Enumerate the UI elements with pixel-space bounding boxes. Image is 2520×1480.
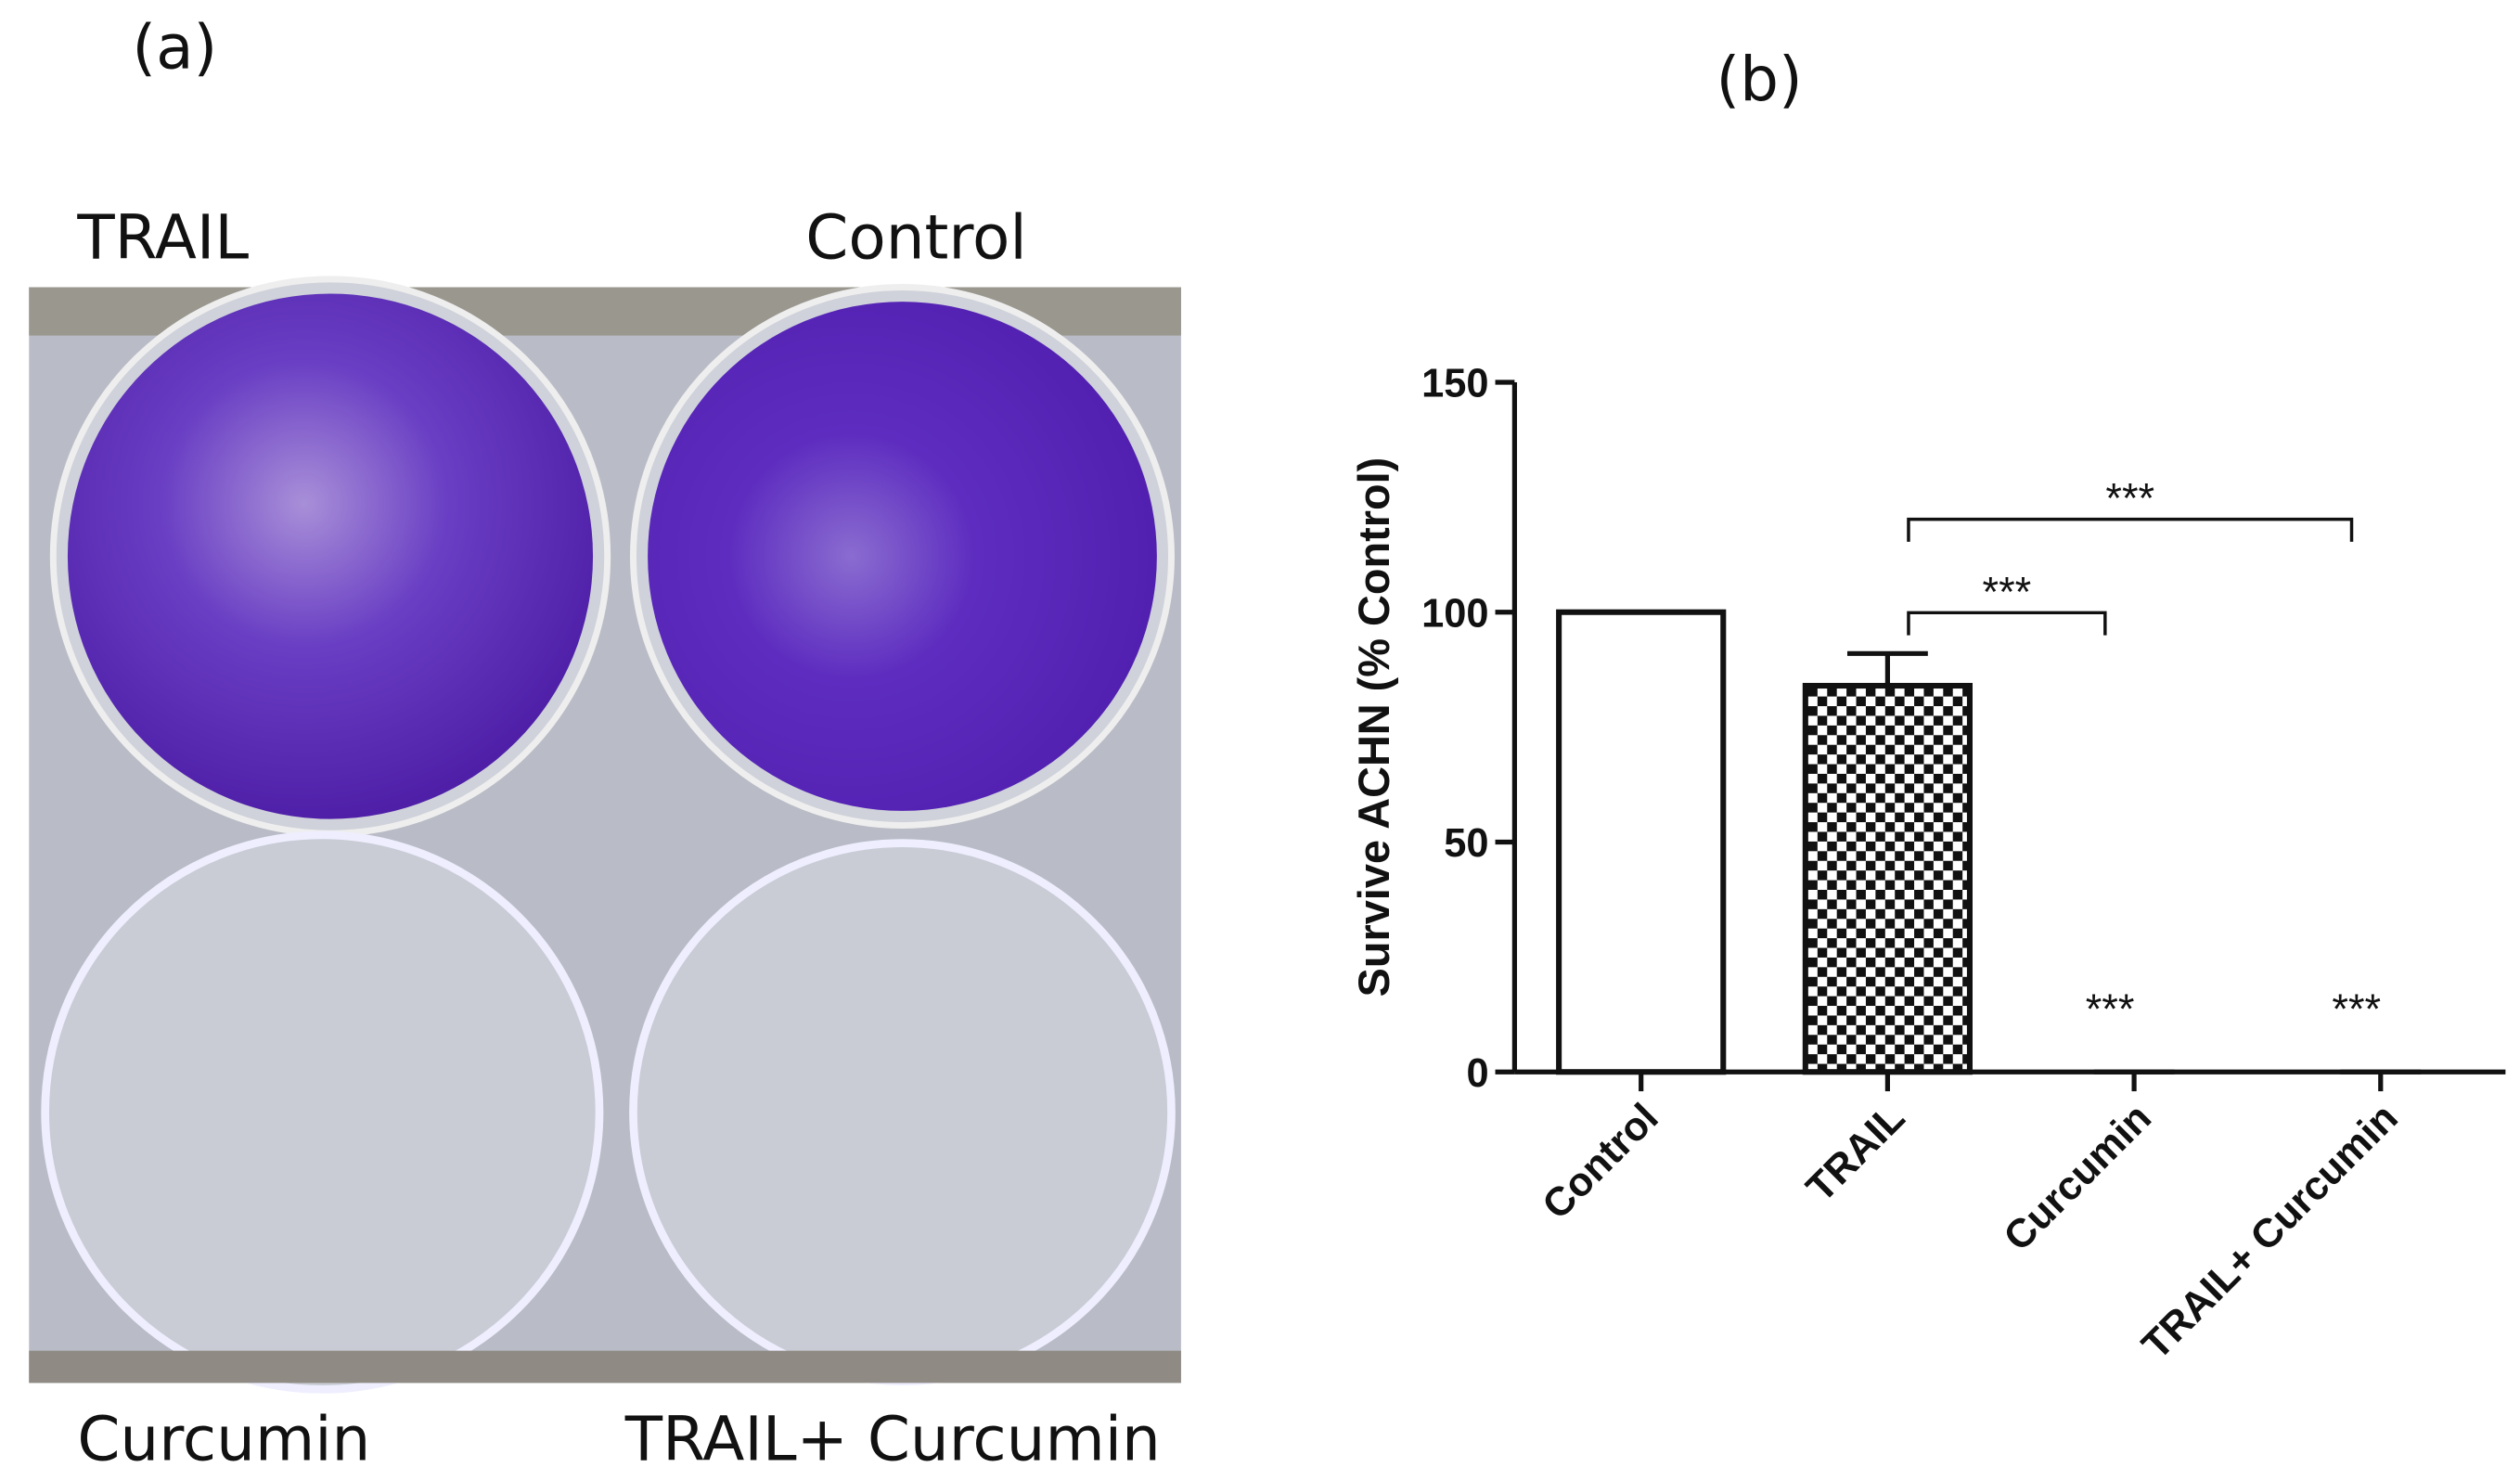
significance-label: *** — [2105, 475, 2154, 522]
significance-bracket — [1907, 517, 2354, 542]
x-tick-label: TRAIL+ Curcumin — [2134, 1095, 2407, 1368]
y-tick-label: 50 — [1444, 821, 1488, 866]
y-tick-label: 0 — [1466, 1051, 1488, 1096]
x-tick-label: Control — [1535, 1095, 1667, 1228]
x-tick-label: Curcumin — [1996, 1095, 2160, 1259]
bar — [1556, 609, 1727, 1075]
plate-photo — [29, 276, 1181, 1394]
well-label: Control — [805, 201, 1026, 273]
y-axis-title: Survive ACHN (% Control) — [1350, 457, 1398, 997]
significance-label: *** — [1983, 568, 2032, 615]
well-label: Curcumin — [77, 1404, 370, 1475]
significance-bracket — [1907, 611, 2107, 636]
well-label: TRAIL — [76, 201, 249, 273]
y-tick-label: 150 — [1421, 362, 1488, 406]
x-tick-label: TRAIL — [1798, 1095, 1913, 1210]
bar — [1802, 682, 1973, 1075]
well-label: TRAIL+ Curcumin — [624, 1404, 1161, 1475]
significance-label: *** — [2332, 985, 2381, 1033]
panel-label: (b) — [1716, 44, 1802, 115]
y-tick-label: 100 — [1421, 591, 1488, 636]
significance-label: *** — [2086, 985, 2135, 1033]
panel-label: (a) — [132, 11, 217, 83]
